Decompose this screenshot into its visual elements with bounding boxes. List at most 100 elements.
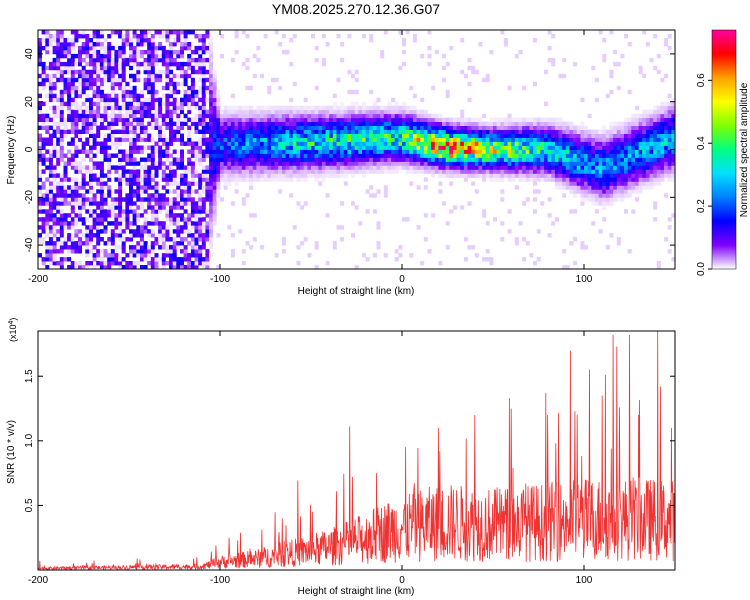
spectrogram-cell: [496, 173, 501, 178]
spectrogram-cell: [180, 141, 184, 146]
spectrogram-cell: [587, 181, 592, 186]
spectrogram-cell: [565, 165, 570, 170]
spectrogram-cell: [143, 217, 148, 222]
spectrogram-cell: [187, 93, 192, 99]
spectrogram-cell: [671, 121, 676, 126]
spectrogram-cell: [376, 129, 381, 134]
spectrogram-cell: [209, 153, 214, 158]
spectrogram-cell: [63, 193, 68, 198]
spectrogram-cell: [558, 181, 563, 186]
spectrogram-cell: [147, 101, 152, 107]
spectrogram-cell: [125, 173, 130, 178]
spectrogram-cell: [274, 113, 279, 119]
spectrogram-cell: [176, 161, 181, 166]
spectrogram-cell: [99, 34, 104, 39]
spectrogram-cell: [489, 173, 494, 178]
spectrogram-cell: [180, 101, 184, 107]
spectrogram-cell: [172, 89, 177, 95]
spectrogram-cell: [48, 225, 53, 230]
spectrogram-cell: [161, 177, 166, 182]
spectrogram-cell: [493, 177, 497, 182]
spectrogram-cell: [314, 113, 319, 119]
spectrogram-cell: [161, 61, 166, 67]
spectrogram-cell: [209, 145, 214, 150]
spectrogram-cell: [507, 153, 512, 158]
spectrogram-cell: [172, 205, 177, 210]
spectrogram-cell: [496, 169, 501, 174]
spectrogram-cell: [482, 165, 487, 170]
spectrogram-cell: [230, 149, 235, 154]
spectrogram-cell: [209, 113, 214, 119]
spectrogram-cell: [165, 261, 170, 266]
spectrogram-cell: [351, 113, 355, 119]
spectrogram-cell: [514, 185, 519, 190]
spectrogram-cell: [110, 121, 115, 126]
spectrogram-cell: [70, 117, 75, 122]
spectrogram-cell: [311, 169, 315, 174]
spectrogram-cell: [190, 209, 195, 214]
spectrogram-cell: [67, 109, 72, 115]
spectrogram-cell: [121, 157, 126, 162]
spectrogram-cell: [653, 137, 658, 142]
spectrogram-cell: [540, 201, 545, 206]
spectrogram-cell: [536, 257, 541, 262]
spectrogram-cell: [205, 225, 210, 230]
spectrogram-cell: [139, 201, 144, 206]
spectrogram-cell: [274, 105, 279, 111]
spectrogram-cell: [372, 149, 377, 154]
spectrogram-cell: [478, 153, 483, 158]
spectrogram-cell: [445, 145, 450, 150]
spectrogram-cell: [190, 265, 195, 270]
spectrogram-cell: [180, 53, 184, 59]
spectrogram-cell: [536, 149, 541, 154]
spectrogram-cell: [190, 221, 195, 226]
spectrogram-cell: [438, 121, 443, 126]
spectrogram-cell: [671, 105, 676, 111]
spectrogram-cell: [165, 217, 170, 222]
spectrogram-cell: [281, 249, 286, 254]
spectrogram-cell: [143, 30, 148, 35]
spectrogram-cell: [329, 157, 334, 162]
spectrogram-cell: [522, 201, 527, 206]
spectrogram-cell: [507, 113, 512, 119]
spectrogram-cell: [212, 193, 217, 198]
spectrogram-cell: [59, 38, 64, 43]
spectrogram-cell: [241, 173, 246, 178]
spectrogram-cell: [234, 125, 239, 130]
spectrogram-cell: [172, 217, 177, 222]
spectrogram-cell: [183, 185, 188, 190]
spectrogram-cell: [132, 193, 137, 198]
spectrogram-cell: [467, 57, 472, 63]
spectrogram-cell: [580, 189, 585, 194]
spectrogram-cell: [394, 157, 399, 162]
spectrogram-cell: [620, 185, 625, 190]
spectrogram-cell: [340, 117, 345, 122]
spectrogram-cell: [154, 125, 159, 130]
spectrogram-cell: [67, 65, 72, 71]
spectrogram-cell: [660, 137, 665, 142]
spectrogram-cell: [354, 145, 359, 150]
spectrogram-cell: [89, 109, 93, 115]
spectrogram-cell: [147, 53, 152, 59]
spectrogram-cell: [89, 185, 93, 190]
spectrogram-cell: [209, 157, 214, 162]
spectrogram-cell: [209, 221, 214, 226]
spectrogram-cell: [591, 221, 596, 226]
spectrogram-cell: [121, 69, 126, 75]
spectrogram-cell: [405, 157, 410, 162]
spectrogram-cell: [209, 93, 214, 99]
spectrogram-cell: [147, 97, 152, 103]
spectrogram-cell: [187, 157, 192, 162]
spectrogram-cell: [165, 189, 170, 194]
spectrogram-cell: [551, 161, 556, 166]
spectrogram-cell: [180, 81, 184, 87]
spectrogram-cell: [198, 217, 203, 222]
spectrogram-cell: [238, 105, 243, 111]
spectrogram-cell: [223, 105, 228, 111]
spectrogram-cell: [482, 213, 487, 218]
spectrogram-cell: [227, 225, 232, 230]
spectrogram-cell: [89, 177, 93, 182]
spectrogram-cell: [267, 85, 272, 91]
spectrogram-cell: [303, 105, 308, 111]
spectrogram-cell: [300, 117, 305, 122]
